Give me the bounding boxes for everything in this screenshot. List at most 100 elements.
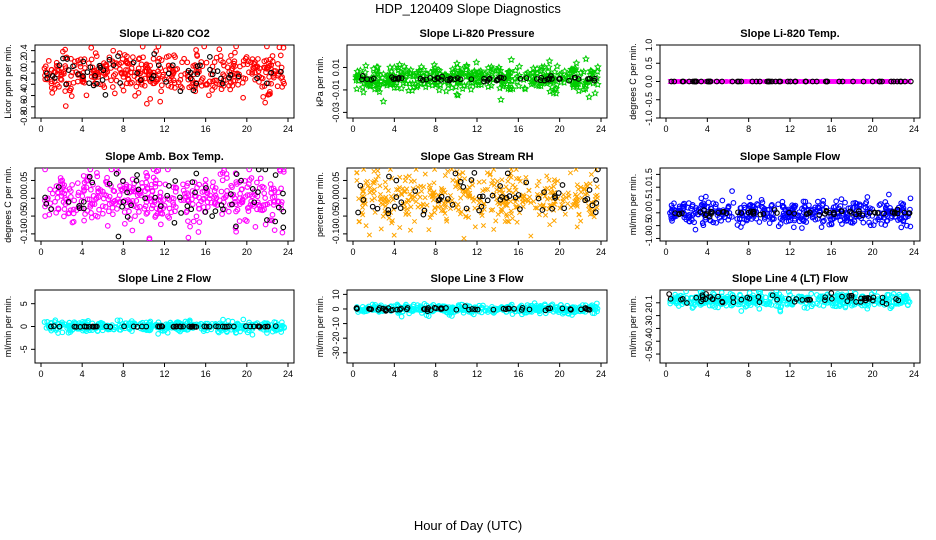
data-point [576, 68, 585, 76]
data-point [94, 170, 100, 176]
data-point [552, 89, 561, 97]
data-point [528, 233, 534, 239]
data-point [104, 222, 111, 229]
data-point [447, 75, 454, 82]
data-points [667, 188, 914, 233]
data-point [378, 226, 384, 232]
data-point [564, 306, 571, 313]
data-point [382, 179, 388, 185]
data-point [240, 75, 247, 81]
data-point [591, 214, 597, 220]
data-point [901, 209, 908, 216]
data-point [213, 323, 219, 330]
x-tick-label: 4 [392, 369, 397, 379]
data-point [881, 210, 887, 217]
data-point [468, 76, 475, 83]
data-point [517, 75, 524, 82]
x-tick-label: 12 [159, 369, 169, 379]
data-point [469, 306, 475, 312]
data-point [180, 323, 186, 330]
data-point [460, 81, 469, 90]
data-point [123, 58, 130, 64]
data-point [110, 211, 116, 218]
data-point [553, 62, 562, 70]
data-point [94, 173, 101, 180]
data-point [698, 195, 705, 202]
data-point [791, 210, 798, 217]
data-point [354, 76, 363, 85]
data-point [766, 220, 773, 226]
data-point [365, 183, 371, 189]
data-point [517, 178, 523, 184]
data-point [207, 192, 214, 199]
data-point [368, 188, 374, 194]
data-point [88, 186, 94, 193]
data-points [352, 54, 602, 105]
x-tick-label: 4 [705, 247, 710, 257]
data-point [266, 217, 273, 224]
data-point [375, 173, 381, 179]
data-point [405, 79, 414, 88]
data-point [404, 305, 411, 311]
y-tick-label: -0.5 [644, 218, 654, 234]
data-point [506, 84, 515, 93]
data-point [255, 56, 261, 62]
data-point [573, 197, 579, 203]
data-point [86, 196, 93, 203]
data-point [566, 193, 572, 199]
data-point [760, 204, 766, 211]
x-tick-label: 16 [513, 247, 523, 257]
data-point [221, 195, 227, 201]
y-tick-label: 0.0 [19, 67, 29, 80]
data-point [201, 45, 208, 50]
data-point [194, 63, 201, 69]
data-point [224, 175, 230, 181]
data-point [738, 78, 745, 85]
data-point [280, 190, 286, 197]
data-point [511, 66, 520, 74]
data-point [528, 199, 534, 206]
y-tick-label: -0.1 [644, 295, 654, 311]
data-point [586, 187, 593, 193]
data-point [262, 99, 269, 106]
data-point [96, 206, 102, 213]
data-point [232, 49, 238, 56]
data-point [69, 182, 76, 188]
data-point [212, 192, 219, 199]
x-tick-label: 24 [596, 247, 606, 257]
data-point [847, 208, 853, 215]
data-point [894, 206, 901, 213]
data-point [702, 212, 709, 218]
data-point [142, 195, 149, 202]
data-point [187, 75, 194, 82]
data-point [73, 323, 80, 330]
data-point [878, 221, 885, 227]
data-point [884, 291, 891, 298]
data-point [463, 188, 469, 194]
data-point [766, 301, 773, 307]
data-point [377, 191, 384, 198]
data-point [803, 219, 810, 225]
x-tick-label: 16 [826, 369, 836, 379]
data-point [196, 219, 203, 225]
data-point [504, 218, 511, 224]
data-point [155, 76, 161, 83]
data-point [202, 176, 209, 183]
data-point [87, 64, 94, 70]
data-point [233, 171, 240, 177]
data-point [138, 218, 145, 224]
data-points [41, 316, 288, 338]
chart-panel-4: Slope Amb. Box Temp. degrees C per min. 0 4… [3, 151, 295, 257]
data-point [201, 204, 207, 210]
data-point [483, 305, 490, 312]
data-point [551, 184, 557, 190]
data-point [131, 203, 137, 209]
data-point [269, 58, 276, 65]
data-point [68, 55, 74, 62]
x-tick-label: 20 [242, 247, 252, 257]
data-point [550, 67, 559, 76]
data-point [265, 91, 271, 98]
data-point [578, 218, 584, 224]
data-point [106, 56, 113, 63]
data-point [785, 290, 792, 295]
